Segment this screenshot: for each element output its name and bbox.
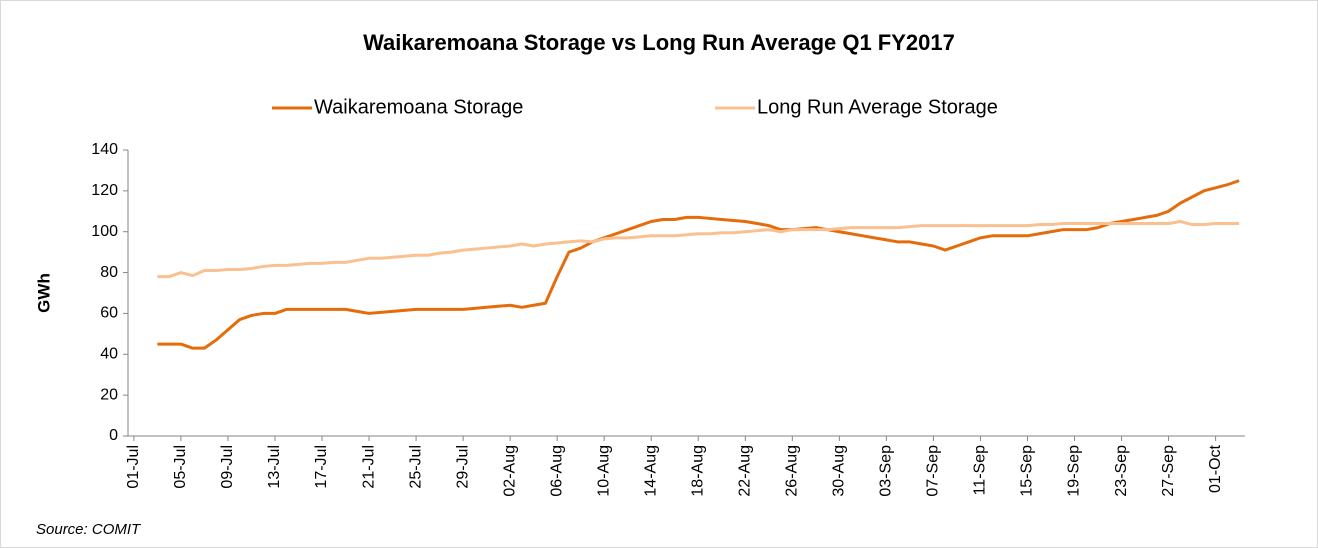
y-tick-label: 40	[100, 346, 118, 363]
x-tick-label: 19-Sep	[1066, 445, 1083, 497]
y-tick-label: 100	[91, 223, 118, 240]
y-tick-label: 120	[91, 182, 118, 199]
y-tick-label: 80	[100, 264, 118, 281]
x-tick-label: 06-Aug	[548, 445, 565, 497]
x-tick-label: 15-Sep	[1019, 445, 1036, 497]
x-tick-label: 18-Aug	[689, 445, 706, 497]
x-tick-label: 25-Jul	[407, 445, 424, 489]
series-line	[157, 179, 1240, 350]
x-tick-label: 02-Aug	[501, 445, 518, 497]
x-tick-label: 21-Jul	[360, 445, 377, 489]
x-tick-label: 05-Jul	[172, 445, 189, 489]
x-tick-label: 07-Sep	[925, 445, 942, 497]
x-tick-label: 14-Aug	[642, 445, 659, 497]
x-tick-label: 01-Oct	[1207, 444, 1224, 493]
x-tick-label: 30-Aug	[831, 445, 848, 497]
x-tick-label: 23-Sep	[1113, 445, 1130, 497]
x-tick-label: 22-Aug	[737, 445, 754, 497]
x-tick-label: 01-Jul	[125, 445, 142, 489]
x-tick-label: 26-Aug	[784, 445, 801, 497]
x-tick-label: 27-Sep	[1160, 445, 1177, 497]
chart-title: Waikaremoana Storage vs Long Run Average…	[363, 30, 955, 55]
legend-label: Waikaremoana Storage	[314, 96, 523, 118]
y-tick-label: 60	[100, 305, 118, 322]
x-tick-label: 11-Sep	[972, 445, 989, 496]
x-tick-label: 13-Jul	[266, 445, 283, 489]
x-tick-label: 03-Sep	[878, 445, 895, 497]
y-tick-label: 20	[100, 386, 118, 403]
x-tick-label: 10-Aug	[595, 445, 612, 497]
x-tick-label: 29-Jul	[454, 445, 471, 489]
y-axis-label: GWh	[34, 273, 53, 313]
series-line	[157, 220, 1240, 279]
source-note: Source: COMIT	[36, 521, 142, 538]
x-tick-label: 17-Jul	[313, 445, 330, 489]
y-tick-label: 140	[91, 141, 118, 158]
y-tick-label: 0	[109, 427, 118, 444]
legend-label: Long Run Average Storage	[757, 96, 998, 118]
x-tick-label: 09-Jul	[219, 445, 236, 489]
